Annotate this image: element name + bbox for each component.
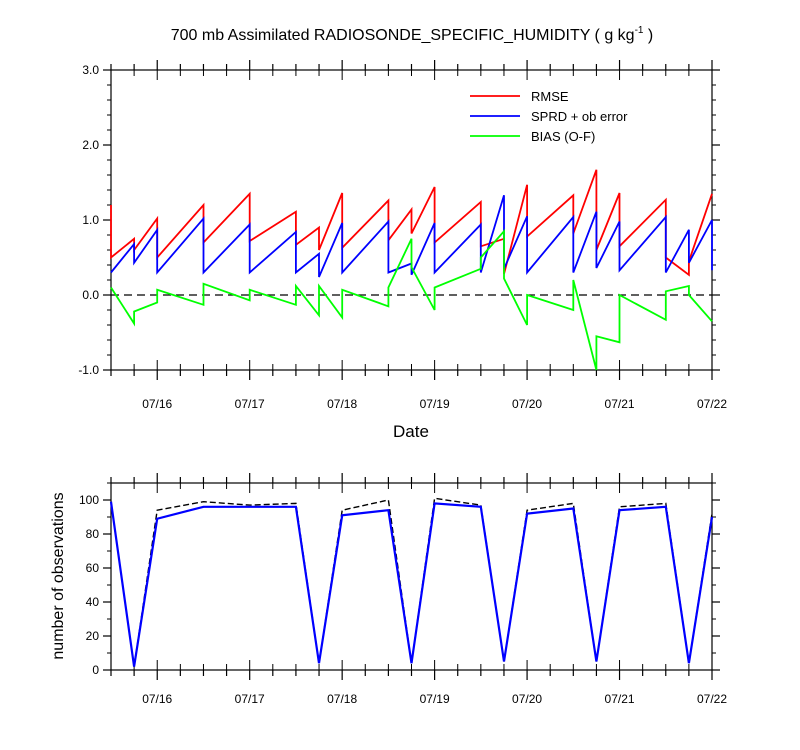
y-tick-label: 100 <box>79 493 99 507</box>
series-line-obs_used <box>109 501 714 667</box>
y-tick-label: 80 <box>86 527 100 541</box>
x-tick-label: 07/20 <box>512 397 542 411</box>
bottom-ticks: 0 20 40 60 80 100 07/16 07/17 07/18 07/19 07/20 07/… <box>79 473 727 706</box>
x-tick-label: 07/19 <box>420 692 450 706</box>
x-tick-label: 07/16 <box>142 397 172 411</box>
y-tick-label: 60 <box>86 561 100 575</box>
x-tick-label: 07/22 <box>697 692 727 706</box>
x-tick-label: 07/18 <box>327 397 357 411</box>
top-series <box>110 169 713 371</box>
series-line-sprd <box>110 195 713 278</box>
bottom-series <box>109 497 714 667</box>
y-tick-label: 1.0 <box>82 213 99 227</box>
y-tick-label: 3.0 <box>82 63 99 77</box>
y-tick-label: -1.0 <box>78 363 99 377</box>
legend: RMSE SPRD + ob error BIAS (O-F) <box>470 89 628 144</box>
chart-title: 700 mb Assimilated RADIOSONDE_SPECIFIC_H… <box>171 25 654 44</box>
x-tick-label: 07/20 <box>512 692 542 706</box>
x-tick-label: 07/18 <box>327 692 357 706</box>
title-superscript: -1 <box>635 25 644 36</box>
x-tick-label: 07/19 <box>420 397 450 411</box>
x-tick-label: 07/17 <box>235 692 265 706</box>
y-axis-label-bottom: number of observations <box>50 492 67 659</box>
legend-label-rmse: RMSE <box>531 89 569 104</box>
y-tick-label: 0 <box>92 663 99 677</box>
legend-label-sprd: SPRD + ob error <box>531 109 628 124</box>
y-tick-label: 0.0 <box>82 288 99 302</box>
top-panel: -1.0 0.0 1.0 2.0 3.0 07/16 07/17 07/18 07/19 07/2… <box>78 60 727 411</box>
x-tick-label: 07/22 <box>697 397 727 411</box>
x-axis-label: Date <box>393 422 429 441</box>
x-tick-label: 07/16 <box>142 692 172 706</box>
series-line-obs_poss <box>110 497 713 667</box>
title-end: ) <box>643 27 653 44</box>
top-ticks: -1.0 0.0 1.0 2.0 3.0 07/16 07/17 07/18 07/19 07/2… <box>78 60 727 411</box>
x-tick-label: 07/17 <box>235 397 265 411</box>
y-tick-label: 2.0 <box>82 138 99 152</box>
y-tick-label: 20 <box>86 629 100 643</box>
series-line-bias <box>110 228 713 371</box>
x-tick-label: 07/21 <box>605 692 635 706</box>
bottom-panel: 0 20 40 60 80 100 07/16 07/17 07/18 07/19 07/20 07/… <box>79 473 727 706</box>
legend-label-bias: BIAS (O-F) <box>531 129 595 144</box>
x-tick-label: 07/21 <box>605 397 635 411</box>
y-tick-label: 40 <box>86 595 100 609</box>
